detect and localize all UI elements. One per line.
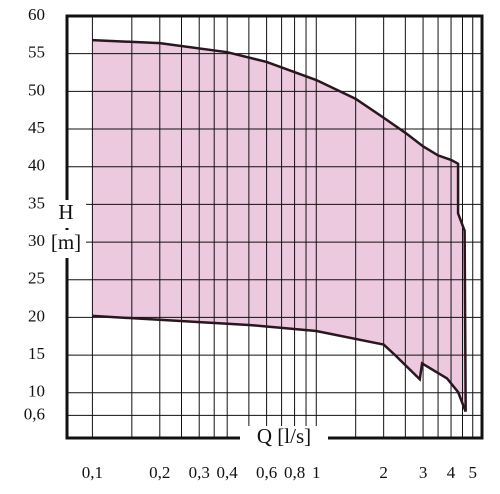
y-tick-label: 45 (28, 118, 45, 137)
y-tick-label: 50 (28, 80, 45, 99)
x-axis-label: Q [l/s] (257, 424, 311, 448)
y-tick-label: 15 (28, 344, 45, 363)
x-tick-label: 2 (379, 463, 388, 482)
y-tick-label: 10 (28, 382, 45, 401)
x-tick-label: 0,3 (189, 463, 210, 482)
x-tick-label: 0,6 (256, 463, 277, 482)
curve (92, 314, 467, 413)
y-tick-label: 60 (28, 5, 45, 24)
y-tick-label: 20 (28, 306, 45, 325)
x-tick-label: 5 (468, 463, 477, 482)
y-label-bg (46, 200, 86, 228)
x-tick-label: 1 (312, 463, 321, 482)
y-tick-label: 25 (28, 269, 45, 288)
y-tick-label: 35 (28, 193, 45, 212)
x-tick-label: 0,1 (82, 463, 103, 482)
x-tick-label: 4 (447, 463, 456, 482)
y-tick-label: 30 (28, 231, 45, 250)
y-axis-label: H (58, 200, 73, 224)
y-label-bg (46, 230, 86, 258)
x-tick-label: 0,8 (284, 463, 305, 482)
x-tick-label: 0,4 (217, 463, 239, 482)
y-tick-label: 0,6 (24, 404, 45, 423)
x-label-bg (240, 426, 328, 450)
x-tick-label: 3 (419, 463, 428, 482)
y-tick-label: 40 (28, 156, 45, 175)
x-tick-label: 0,2 (149, 463, 170, 482)
y-tick-label: 55 (28, 43, 45, 62)
area-fill (92, 40, 466, 412)
curve (92, 38, 467, 412)
y-axis-label: [m] (51, 230, 81, 254)
